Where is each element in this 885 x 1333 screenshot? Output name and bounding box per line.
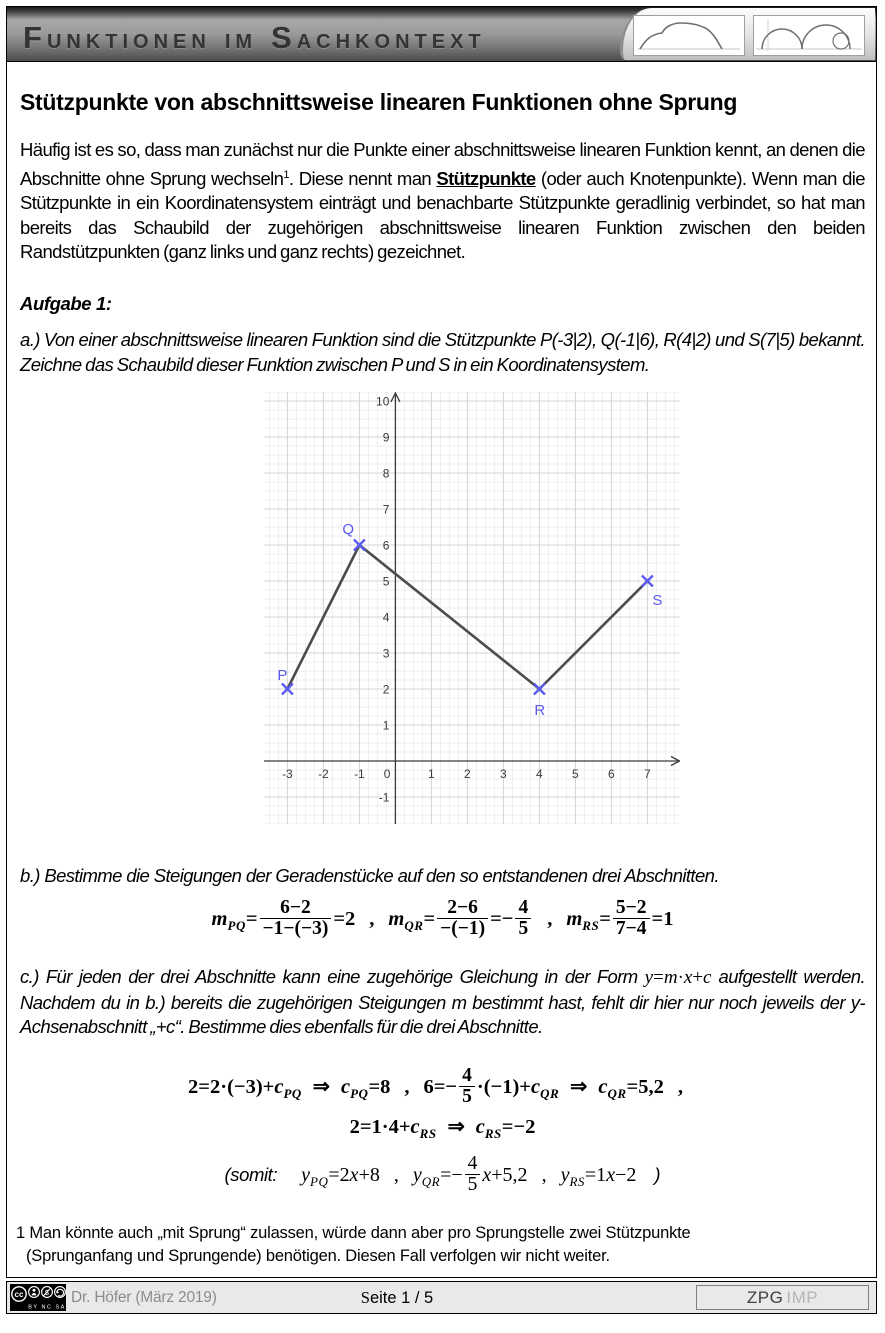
formula-c-pq: 2=2·(−3)+cPQ ⇒ cPQ=8: [188, 1076, 391, 1102]
footnote: 1 Man könnte auch „mit Sprung“ zulassen,…: [16, 1222, 816, 1268]
intro-text-1: Häufig ist es so, dass man zunächst nur …: [20, 139, 866, 189]
header-title-part-1: UNKTIONEN: [46, 31, 211, 53]
curve-thumbnail-2: [753, 15, 865, 56]
svg-text:7: 7: [644, 767, 651, 781]
svg-text:Q: Q: [342, 521, 354, 538]
svg-text:9: 9: [383, 431, 390, 445]
footnote-reference: 1: [283, 168, 289, 181]
svg-text:-1: -1: [379, 791, 390, 805]
svg-text:5: 5: [572, 767, 579, 781]
svg-text:7: 7: [383, 503, 390, 517]
svg-text:4: 4: [536, 767, 543, 781]
imp-label: IMP: [786, 1288, 819, 1307]
svg-text:S: S: [652, 592, 662, 609]
svg-text:6: 6: [608, 767, 615, 781]
formula-c-qr: 6=− 4 5 ·(−1)+cQR ⇒ cQR=5,2: [423, 1065, 664, 1107]
intro-paragraph: Häufig ist es so, dass man zunächst nur …: [20, 138, 866, 265]
svg-text:0: 0: [384, 767, 391, 781]
svg-text:-1: -1: [354, 767, 365, 781]
header-title: F UNKTIONEN IM S ACHKONTEXT: [23, 20, 486, 56]
intercept-formulas-line-1: 2=2·(−3)+cPQ ⇒ cPQ=8, 6=− 4 5 ·(−1)+cQR ⇒ cQR=5,…: [20, 1065, 865, 1109]
arches-curve-icon: [756, 19, 862, 51]
formula-m-qr: mQR= 2−6 −(−1) =− 4 5: [388, 898, 533, 939]
svg-text:1: 1: [428, 767, 435, 781]
task-b-text: b.) Bestimme die Steigungen der Geradens…: [20, 865, 720, 886]
chart-svg: -3 -2 -1 0 1 2 3 4 5 6 7 -1 1 2 3 4 5 6 7 8 9 10 P Q R S: [264, 391, 681, 825]
slope-formulas: mPQ= 6−2 −1−(−3) =2, mQR= 2−6 −(−1) =− 4 5, mRS= 5−…: [20, 897, 865, 941]
svg-text:-3: -3: [282, 767, 293, 781]
formula-y-rs: yRS=1x−2: [560, 1164, 637, 1190]
svg-text:3: 3: [500, 767, 507, 781]
svg-text:1: 1: [383, 719, 390, 733]
somit-line: (somit: yPQ=2x+8, yQR=− 4 5 x+5,2, yRS=1x−2): [20, 1153, 865, 1197]
intercept-formulas-line-2: 2=1·4+cRS ⇒ cRS=−2: [20, 1114, 865, 1142]
header-title-initial-2: S: [271, 20, 297, 55]
footer-credit: Dr. Höfer (März 2019): [71, 1289, 217, 1306]
footer-page-number: Seite 1 / 5: [360, 1288, 434, 1307]
header-title-part-2: IM: [224, 31, 258, 53]
svg-text:6: 6: [383, 539, 390, 553]
svg-text:5: 5: [383, 575, 390, 589]
content-border: [6, 62, 877, 1278]
footer-bar: cc $ BY NC SA Dr. Höfer (März 2019) Seit…: [6, 1281, 877, 1314]
cc-by-nc-sa-icon: cc $ BY NC SA: [11, 1286, 66, 1311]
svg-text:4: 4: [383, 611, 390, 625]
aufgabe-1-heading: Aufgabe 1:: [20, 293, 112, 314]
svg-text:8: 8: [383, 467, 390, 481]
task-c-text-1: c.) Für jeden der drei Abschnitte kann e…: [20, 966, 645, 987]
task-c-text-2: aufgestellt werden. Nachdem du in b.) be…: [20, 966, 866, 1037]
svg-text:R: R: [534, 702, 545, 719]
formula-y-qr: yQR=− 4 5 x+5,2: [412, 1153, 528, 1195]
separator: ,: [541, 1164, 547, 1187]
svg-text:$: $: [45, 1288, 50, 1297]
task-c-text: c.) Für jeden der drei Abschnitte kann e…: [20, 965, 866, 1040]
formula-y-pq: yPQ=2x+8: [301, 1164, 380, 1190]
formula-c-rs: 2=1·4+cRS ⇒ cRS=−2: [349, 1116, 536, 1142]
header-title-part-3: ACHKONTEXT: [296, 31, 486, 53]
zpg-imp-box: ZPG IMP: [696, 1285, 869, 1310]
cc-badge-text: BY NC SA: [28, 1305, 66, 1311]
hill-curve-icon: [638, 22, 740, 50]
svg-text:10: 10: [376, 395, 390, 409]
intro-text-2: . Diese nennt man: [288, 167, 437, 189]
svg-text:-2: -2: [318, 767, 329, 781]
somit-close-paren: ): [654, 1164, 661, 1186]
header-art-panel: [620, 8, 875, 60]
footnote-line-2: (Sprunganfang und Sprungende) benötigen.…: [26, 1247, 610, 1265]
svg-text:2: 2: [383, 683, 390, 697]
separator: ,: [393, 1164, 399, 1187]
formula-m-rs: mRS= 5−2 7−4 =1: [566, 897, 674, 939]
footnote-line-1: 1 Man könnte auch „mit Sprung“ zulassen,…: [16, 1224, 691, 1242]
cc-license-badge: cc $ BY NC SA: [10, 1284, 66, 1311]
separator: ,: [404, 1076, 410, 1099]
term-stuetzpunkte: Stützpunkte: [436, 167, 536, 189]
curve-thumbnail-1: [633, 15, 745, 56]
separator: ,: [369, 908, 375, 931]
zpg-label: ZPG: [746, 1288, 784, 1307]
separator: ,: [547, 908, 553, 931]
svg-text:P: P: [277, 667, 287, 684]
svg-text:cc: cc: [15, 1290, 24, 1299]
document-title: Stützpunkte von abschnittsweise linearen…: [20, 89, 738, 115]
task-a-text: a.) Von einer abschnittsweise linearen F…: [20, 329, 866, 375]
separator: ,: [677, 1076, 683, 1099]
svg-text:3: 3: [383, 647, 390, 661]
header-title-initial-1: F: [23, 20, 47, 55]
inline-formula-y-mx-c: y=m·x+c: [644, 967, 712, 988]
svg-text:2: 2: [464, 767, 471, 781]
somit-label: (somit:: [224, 1164, 278, 1186]
intro-text-3: (oder auch Knotenpunkte). Wenn man die S…: [20, 167, 866, 263]
formula-m-pq: mPQ= 6−2 −1−(−3) =2: [211, 897, 356, 939]
coordinate-system-chart: -3 -2 -1 0 1 2 3 4 5 6 7 -1 1 2 3 4 5 6 7 8 9 10 P Q R S: [264, 391, 681, 829]
page-header: F UNKTIONEN IM S ACHKONTEXT: [6, 6, 877, 62]
